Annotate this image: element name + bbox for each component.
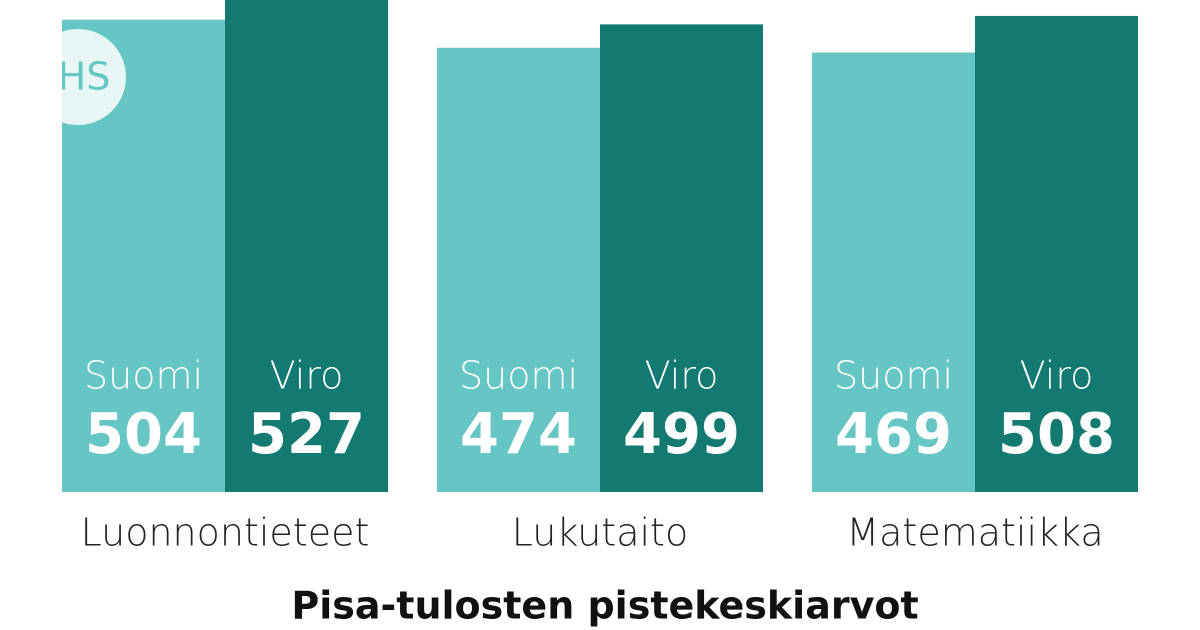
legend-label: Viro (270, 354, 344, 398)
legend-label: Suomi (84, 354, 203, 398)
legend-label: Suomi (834, 354, 953, 398)
value-label: 469 (835, 402, 952, 467)
bar (975, 15, 1138, 493)
logo: HS (58, 55, 111, 99)
value-label: 504 (85, 402, 202, 467)
chart-title: Pisa-tulosten pistekeskiarvot (291, 584, 918, 628)
legend-label: Viro (645, 354, 719, 398)
plot (62, 0, 1138, 493)
bar (225, 0, 388, 493)
legend-label: Suomi (459, 354, 578, 398)
x-tick-label: Matematiikka (846, 511, 1103, 555)
value-label: 527 (248, 402, 365, 467)
logo-circle (62, 29, 126, 125)
value-label: 499 (623, 402, 740, 467)
bar (600, 24, 763, 492)
value-label: 474 (460, 402, 577, 467)
bar (812, 52, 975, 492)
legend-label: Viro (1020, 354, 1094, 398)
value-label: 508 (998, 402, 1115, 467)
bar (437, 47, 600, 493)
x-tick-label: Luonnontieteet (81, 511, 370, 555)
x-tick-label: Lukutaito (512, 511, 688, 555)
